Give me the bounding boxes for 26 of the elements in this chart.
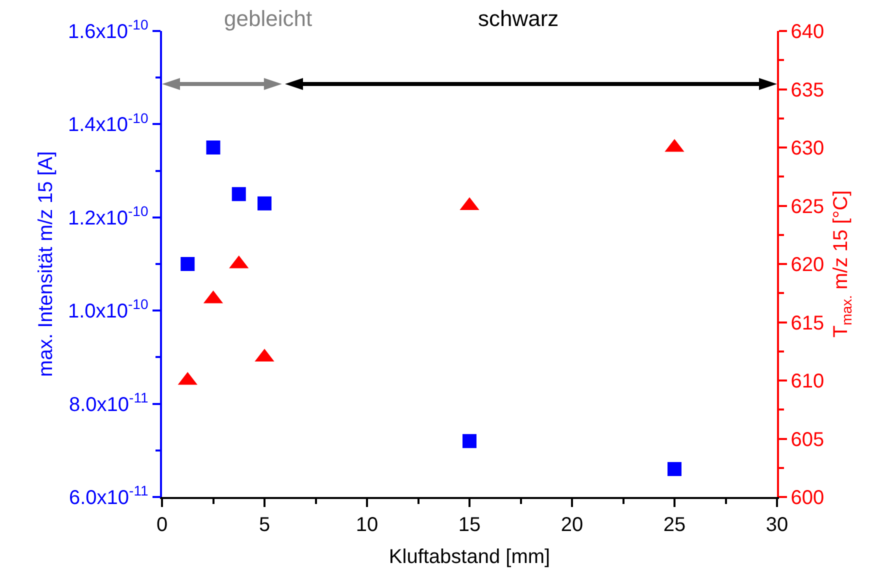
x-tick-label: 0 [156,514,168,536]
y2-tick-label: 635 [790,79,824,102]
x-tick-label: 30 [766,514,788,536]
annotation: gebleicht [224,6,312,31]
y2-tick-label: 605 [790,428,824,451]
y2-tick-label: 630 [790,138,824,160]
y2-tick-label: 620 [790,254,824,276]
y2-tick-label: 625 [790,196,824,218]
annotation: schwarz [478,6,559,31]
y2-tick-label: 615 [790,312,824,334]
y-tick-label: 8.0x10$^{-11}$ [68,389,148,416]
y-tick-label: 1.2x10$^{-10}$ [68,203,148,230]
x-tick-label: 10 [356,514,378,536]
y2-tick-label: 600 [790,487,824,509]
y2-tick-label: 640 [790,21,824,43]
y2-tick-label: 610 [790,370,824,392]
x-axis-title: Kluftabstand [mm] [388,546,550,568]
y-tick-label: 1.0x10$^{-10}$ [68,296,148,323]
y-axis-title: max. Intensität m/z 15 [A] [34,151,57,377]
y-tick-label: 1.4x10$^{-10}$ [68,110,148,136]
x-tick-label: 25 [663,514,686,536]
y-tick-label: 1.6x10$^{-10}$ [68,16,148,43]
x-tick-label: 20 [560,514,584,536]
x-tick-label: 5 [258,514,270,536]
x-tick-label: 15 [458,514,481,536]
y-tick-label: 6.0x10$^{-11}$ [68,482,148,509]
